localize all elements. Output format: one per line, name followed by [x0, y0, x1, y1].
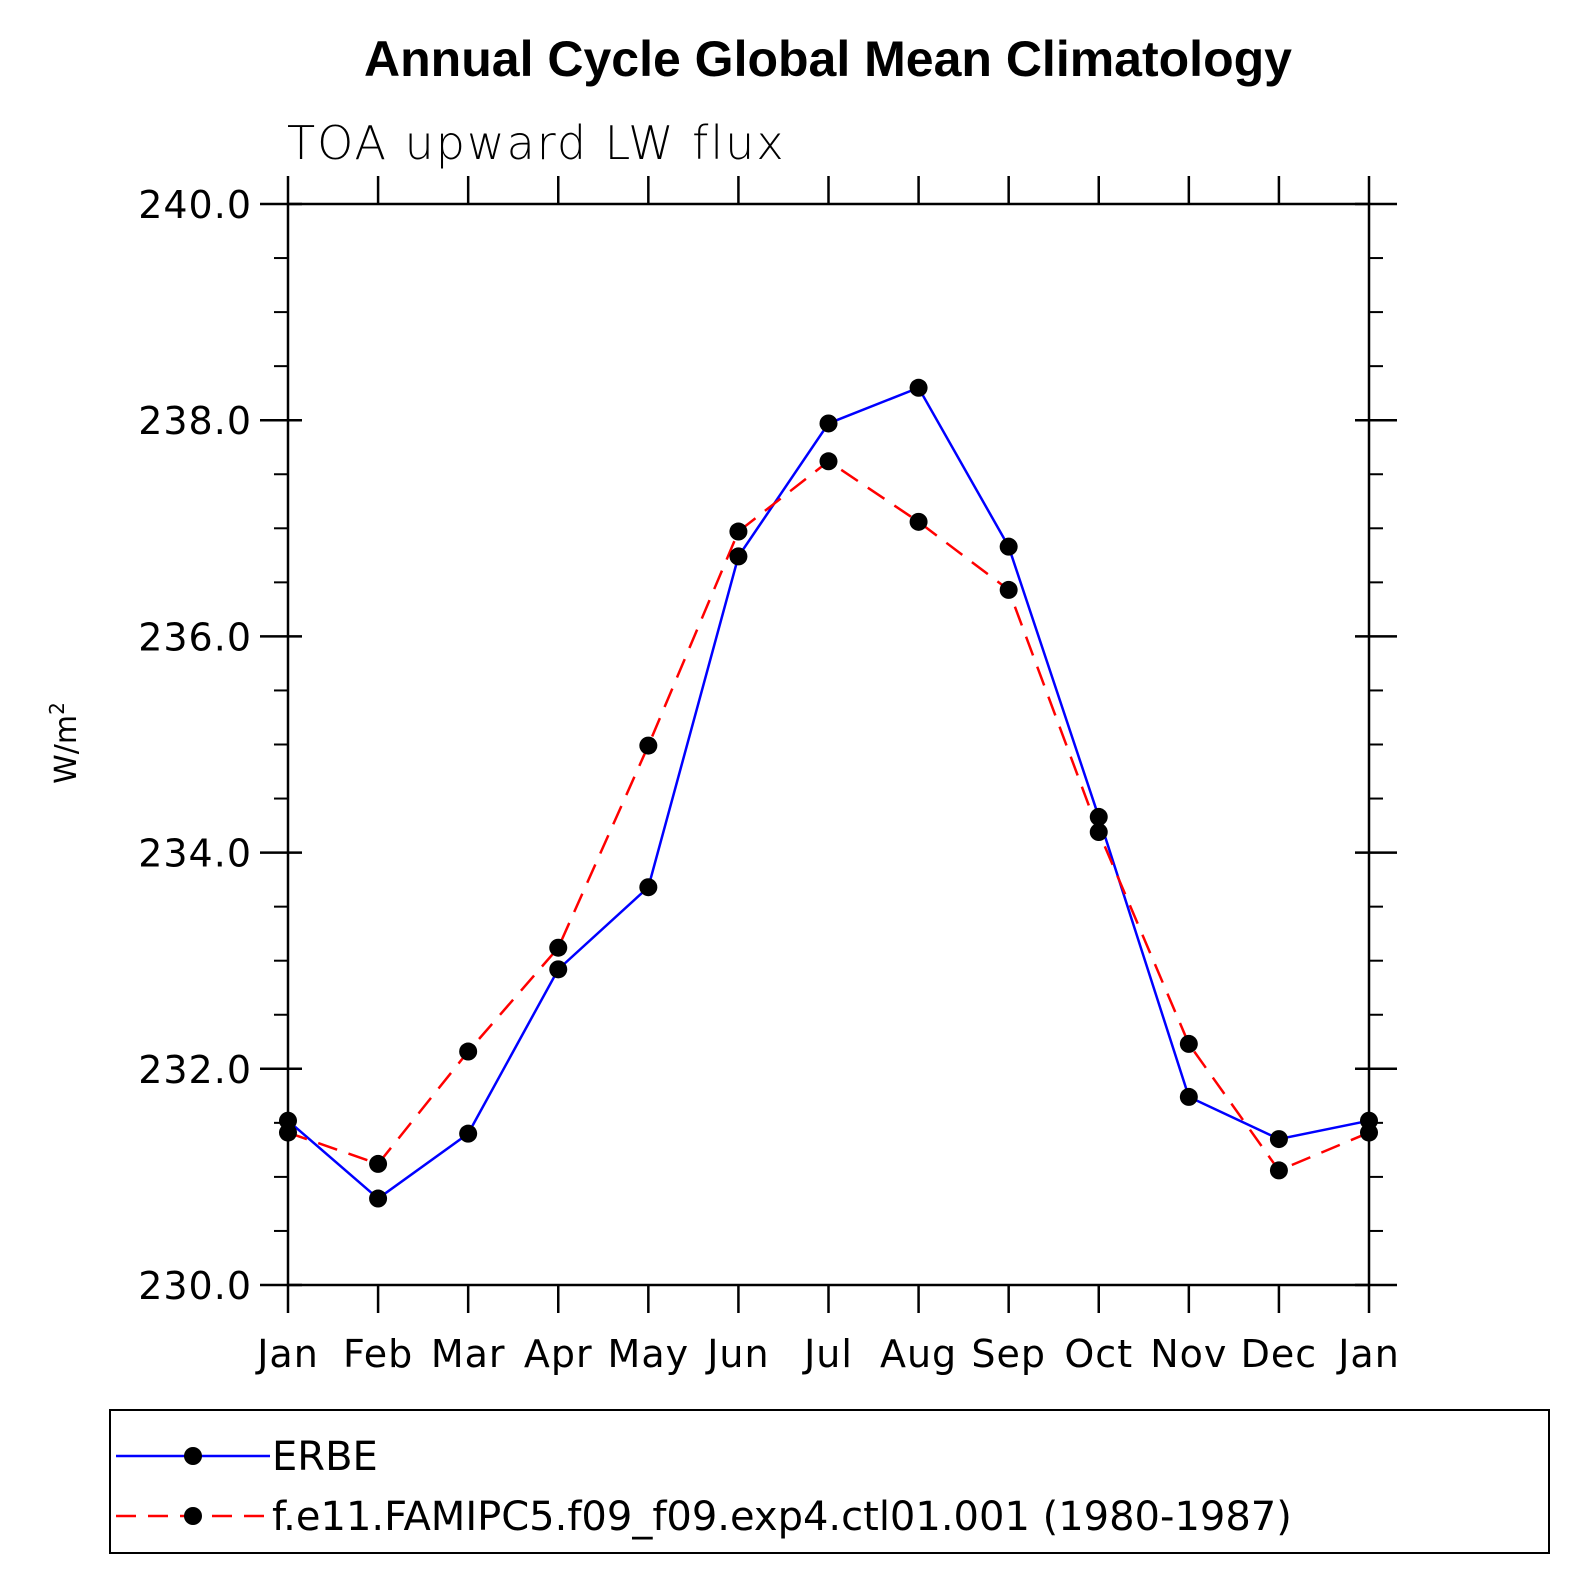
x-tick-label: Mar	[431, 1332, 506, 1376]
data-point-series-2	[549, 938, 568, 957]
legend-box	[109, 1409, 1550, 1554]
data-point-series-1	[369, 1189, 388, 1208]
data-point-series-1	[909, 378, 928, 397]
y-tick-label: 238.0	[138, 399, 252, 443]
x-tick-label: Jan	[255, 1332, 319, 1376]
x-tick-label: Jul	[802, 1332, 853, 1376]
legend-label-2: f.e11.FAMIPC5.f09_f09.exp4.ctl01.001 (19…	[272, 1494, 1292, 1540]
x-tick-label: Sep	[971, 1332, 1046, 1376]
x-tick-label: Nov	[1150, 1332, 1227, 1376]
data-point-series-2	[1269, 1161, 1288, 1180]
data-point-series-1	[1089, 807, 1108, 826]
data-point-series-2	[999, 580, 1018, 599]
data-point-series-1	[1179, 1087, 1198, 1106]
data-point-series-2	[369, 1154, 388, 1173]
y-tick-label: 230.0	[138, 1264, 252, 1308]
y-axis-label: W/m2	[45, 702, 84, 784]
data-point-series-1	[729, 547, 748, 566]
data-point-series-1	[639, 878, 658, 897]
data-point-series-1	[819, 414, 838, 433]
legend: ERBE f.e11.FAMIPC5.f09_f09.exp4.ctl01.001…	[109, 1409, 1550, 1554]
x-tick-label: Apr	[524, 1332, 593, 1376]
data-point-series-2	[1089, 823, 1108, 842]
data-point-series-2	[639, 736, 658, 755]
chart-subtitle: TOA upward LW flux	[287, 116, 786, 170]
x-tick-label: May	[608, 1332, 690, 1376]
x-tick-labels: Jan Feb Mar Apr May Jun Jul Aug Sep Oct Nov Dec Jan	[255, 1332, 1400, 1376]
legend-marker-1	[184, 1447, 202, 1465]
chart-title: Annual Cycle Global Mean Climatology	[364, 31, 1292, 87]
y-tick-label: 236.0	[138, 615, 252, 659]
data-point-series-2	[909, 512, 928, 531]
x-tick-label: Oct	[1064, 1332, 1133, 1376]
legend-marker-2	[184, 1507, 202, 1525]
axis-ticks	[260, 176, 1397, 1313]
series-layer	[279, 378, 1378, 1208]
plot-frame	[286, 202, 1371, 1287]
data-point-series-2	[819, 452, 838, 471]
y-tick-label: 234.0	[138, 832, 252, 876]
y-tick-label: 240.0	[138, 183, 252, 227]
data-point-series-1	[999, 537, 1018, 556]
data-point-series-2	[459, 1042, 478, 1061]
x-tick-label: Dec	[1241, 1332, 1318, 1376]
data-point-series-1	[549, 960, 568, 979]
y-tick-label: 232.0	[138, 1048, 252, 1092]
series-line-2	[287, 459, 1370, 1172]
x-tick-label: Jun	[705, 1332, 769, 1376]
data-point-series-2	[1179, 1034, 1198, 1053]
data-point-series-1	[1269, 1130, 1288, 1149]
x-tick-label: Feb	[343, 1332, 413, 1376]
x-tick-label: Jan	[1336, 1332, 1400, 1376]
data-point-series-1	[459, 1124, 478, 1143]
data-point-series-2	[729, 522, 748, 541]
y-tick-labels: 230.0 232.0 234.0 236.0 238.0 240.0	[138, 183, 252, 1308]
legend-items: ERBE f.e11.FAMIPC5.f09_f09.exp4.ctl01.001…	[116, 1434, 1292, 1540]
x-tick-label: Aug	[880, 1332, 957, 1376]
legend-label-1: ERBE	[272, 1434, 378, 1480]
series-line-1	[287, 386, 1370, 1201]
